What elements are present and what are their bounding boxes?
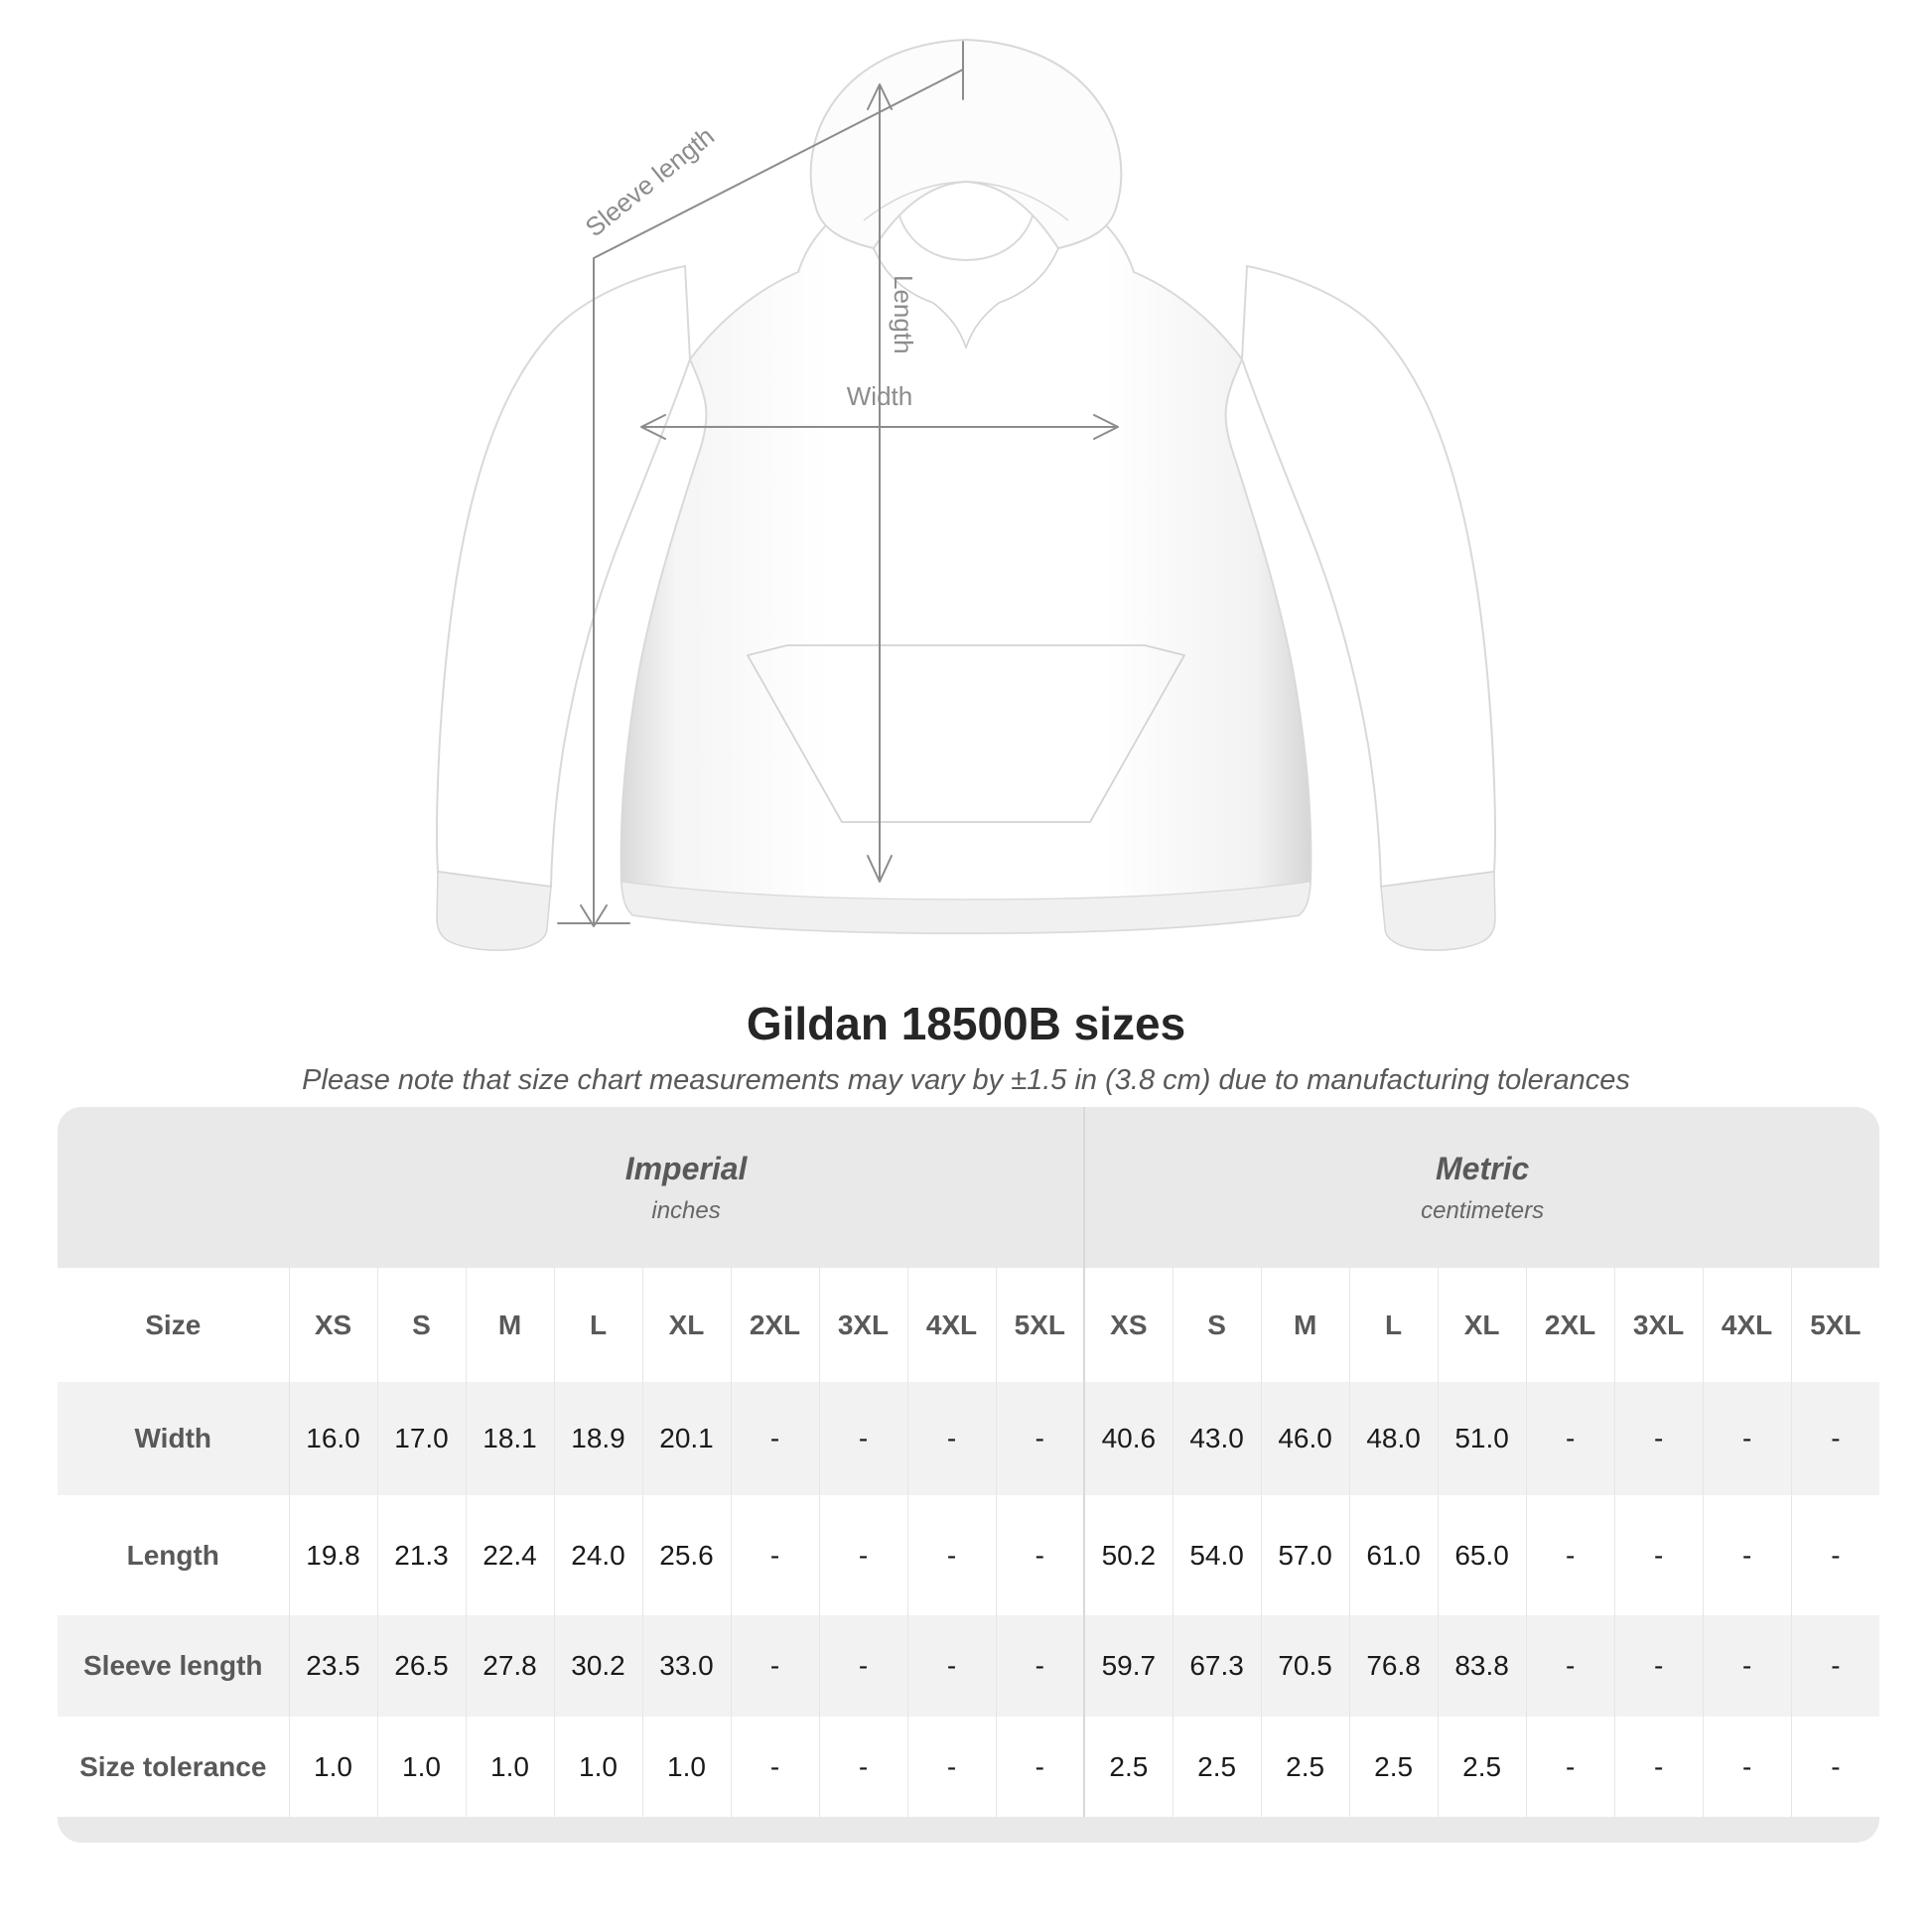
svg-text:Width: Width — [847, 381, 912, 411]
svg-text:Length: Length — [889, 275, 918, 354]
svg-text:Sleeve length: Sleeve length — [580, 121, 720, 242]
